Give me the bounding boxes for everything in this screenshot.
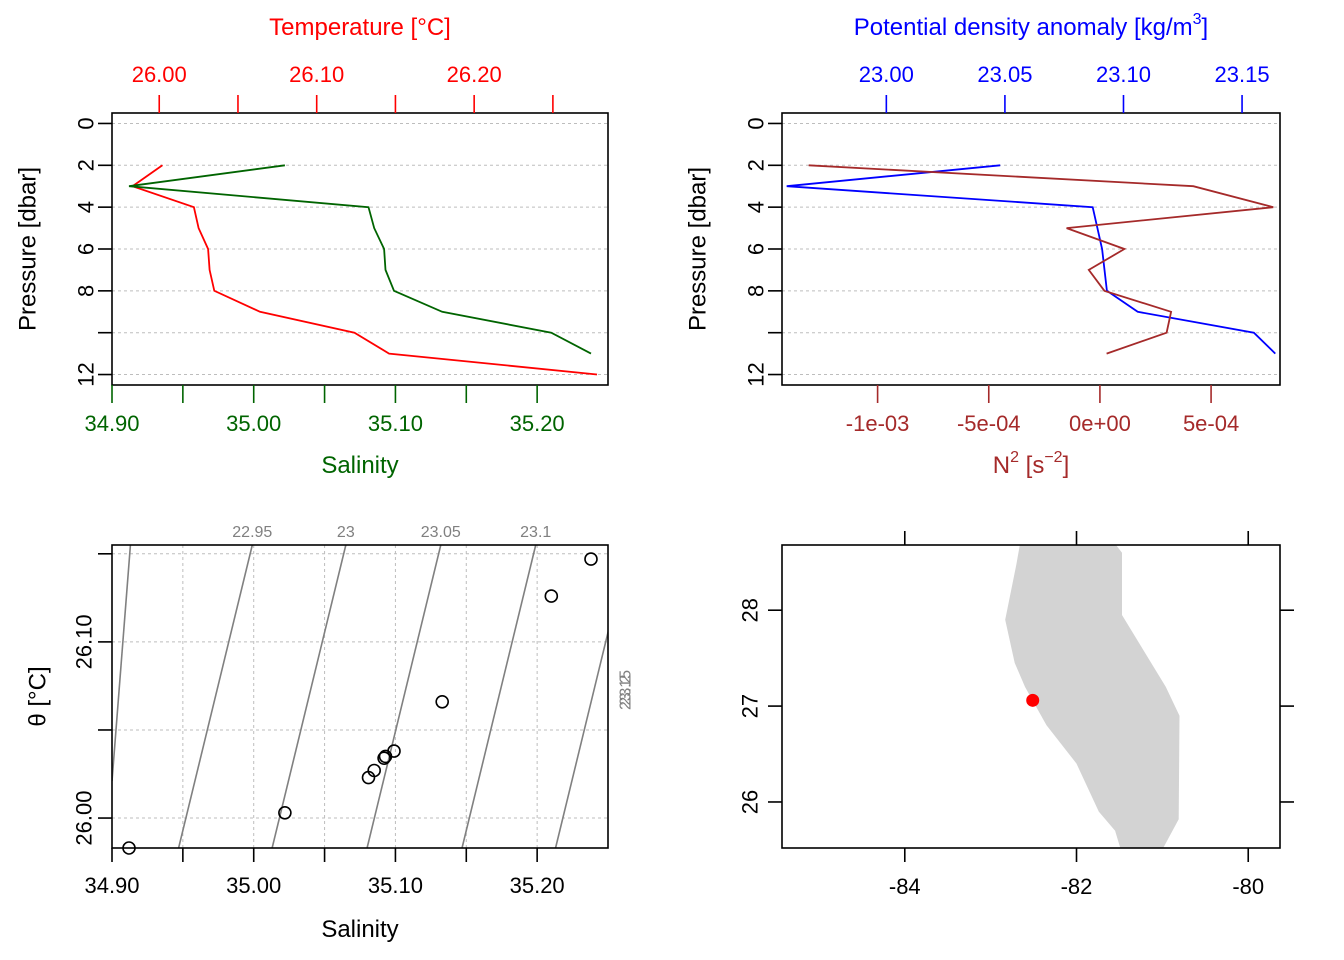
data-point xyxy=(278,805,292,820)
series-line-2 xyxy=(808,164,1274,355)
bottom-tick-label: -5e-04 xyxy=(957,411,1021,436)
bottom-axis-label-sup2: −2 xyxy=(1044,449,1062,466)
data-point xyxy=(367,763,381,778)
isopycnal-line xyxy=(271,545,347,848)
y-tick-label: 26.00 xyxy=(72,791,97,846)
y-axis-label: θ [°C] xyxy=(25,666,52,726)
top-axis-label: Temperature [°C] xyxy=(269,14,451,41)
isopycnal-line xyxy=(554,629,608,848)
bottom-tick-label: -1e-03 xyxy=(846,411,910,436)
bottom-tick-label: 35.20 xyxy=(510,411,565,436)
x-tick-label: 35.00 xyxy=(226,873,281,898)
bottom-tick-label: 35.00 xyxy=(226,411,281,436)
isopycnal-label: 23.1 xyxy=(520,524,551,541)
top-axis-label-end: ] xyxy=(1202,14,1209,41)
isopycnal-line xyxy=(177,545,254,848)
bottom-axis-label-end: ] xyxy=(1063,452,1070,479)
longitude-tick-label: -82 xyxy=(1061,874,1093,899)
florida-land xyxy=(1005,545,1180,848)
isopycnal-lines xyxy=(112,545,725,848)
y-tick-label: 0 xyxy=(74,117,99,129)
isopycnal-line xyxy=(112,545,132,782)
data-point xyxy=(387,744,401,758)
latitude-tick-label: 28 xyxy=(738,598,763,622)
isopycnal-label: 23.2 xyxy=(618,674,635,705)
top-tick-label: 23.05 xyxy=(977,62,1032,87)
top-tick-label: 26.00 xyxy=(132,62,187,87)
bottom-axis-label-n: N xyxy=(993,452,1010,479)
bottom-axis-label-sup: 2 xyxy=(1010,449,1019,466)
top-tick-label: 23.15 xyxy=(1215,62,1270,87)
bottom-tick-label: 5e-04 xyxy=(1183,411,1239,436)
y-tick-label: 8 xyxy=(74,285,99,297)
x-axis-label: Salinity xyxy=(321,916,398,943)
y-axis-label: Pressure [dbar] xyxy=(15,167,42,331)
longitude-tick-label: -84 xyxy=(889,874,921,899)
station-marker xyxy=(1026,693,1040,707)
isopycnal-line xyxy=(366,545,442,848)
x-tick-label: 35.10 xyxy=(368,873,423,898)
profile-panel-1: 0 2 4 6 8 12 Pressure [dbar] 26.00 26.10 26.20 Tem… xyxy=(15,14,609,479)
y-tick-label: 0 xyxy=(744,117,769,129)
isopycnal-label: 23 xyxy=(337,524,355,541)
y-tick-label: 2 xyxy=(74,159,99,171)
top-tick-label: 23.10 xyxy=(1096,62,1151,87)
bottom-tick-label: 35.10 xyxy=(368,411,423,436)
data-point xyxy=(122,841,136,855)
plot-frame xyxy=(111,544,609,849)
y-tick-label: 12 xyxy=(74,362,99,386)
longitude-tick-label: -80 xyxy=(1232,874,1264,899)
data-point xyxy=(584,552,598,566)
y-tick-label: 4 xyxy=(74,201,99,213)
y-tick-label: 6 xyxy=(744,243,769,255)
series-line-2 xyxy=(128,164,592,355)
y-tick-label: 4 xyxy=(744,201,769,213)
y-tick-label: 12 xyxy=(744,362,769,386)
bottom-tick-label: 0e+00 xyxy=(1069,411,1131,436)
isopycnal-label: 23.15 xyxy=(618,670,635,710)
bottom-axis-label: Salinity xyxy=(321,452,398,479)
x-tick-label: 34.90 xyxy=(84,873,139,898)
data-point xyxy=(544,589,559,603)
latitude-tick-label: 26 xyxy=(738,790,763,814)
isopycnal-line xyxy=(461,545,537,848)
bottom-tick-label: 34.90 xyxy=(84,411,139,436)
isopycnal-label: 22.95 xyxy=(232,524,272,541)
latitude-tick-label: 27 xyxy=(738,694,763,718)
top-tick-label: 26.20 xyxy=(447,62,502,87)
top-axis-label: Potential density anomaly [kg/m3] xyxy=(854,11,1208,41)
station-map: -84 -82 -80 26 27 28 xyxy=(738,531,1294,899)
data-point xyxy=(435,694,449,709)
y-tick-label: 2 xyxy=(744,159,769,171)
isopycnal-label: 23.05 xyxy=(421,524,461,541)
bottom-axis-label: N2 [s−2] xyxy=(993,449,1070,479)
top-axis-label-main: Potential density anomaly [kg/m xyxy=(854,14,1193,41)
bottom-axis-label-unit: [s xyxy=(1019,452,1044,479)
series-line-1 xyxy=(786,164,1276,355)
x-tick-label: 35.20 xyxy=(510,873,565,898)
top-tick-label: 23.00 xyxy=(859,62,914,87)
y-tick-label: 6 xyxy=(74,243,99,255)
isopycnal-line xyxy=(651,545,725,848)
y-tick-label: 8 xyxy=(744,285,769,297)
top-axis-label-sup: 3 xyxy=(1193,11,1202,28)
map-frame xyxy=(781,544,1281,849)
profile-panel-2: 0 2 4 6 8 12 Pressure [dbar] 23.00 23.05 23.10 23.… xyxy=(685,11,1281,479)
data-point xyxy=(377,751,391,765)
y-tick-label: 26.10 xyxy=(72,614,97,669)
y-axis-label: Pressure [dbar] xyxy=(685,167,712,331)
top-tick-label: 26.10 xyxy=(289,62,344,87)
series-line-1 xyxy=(130,164,598,376)
